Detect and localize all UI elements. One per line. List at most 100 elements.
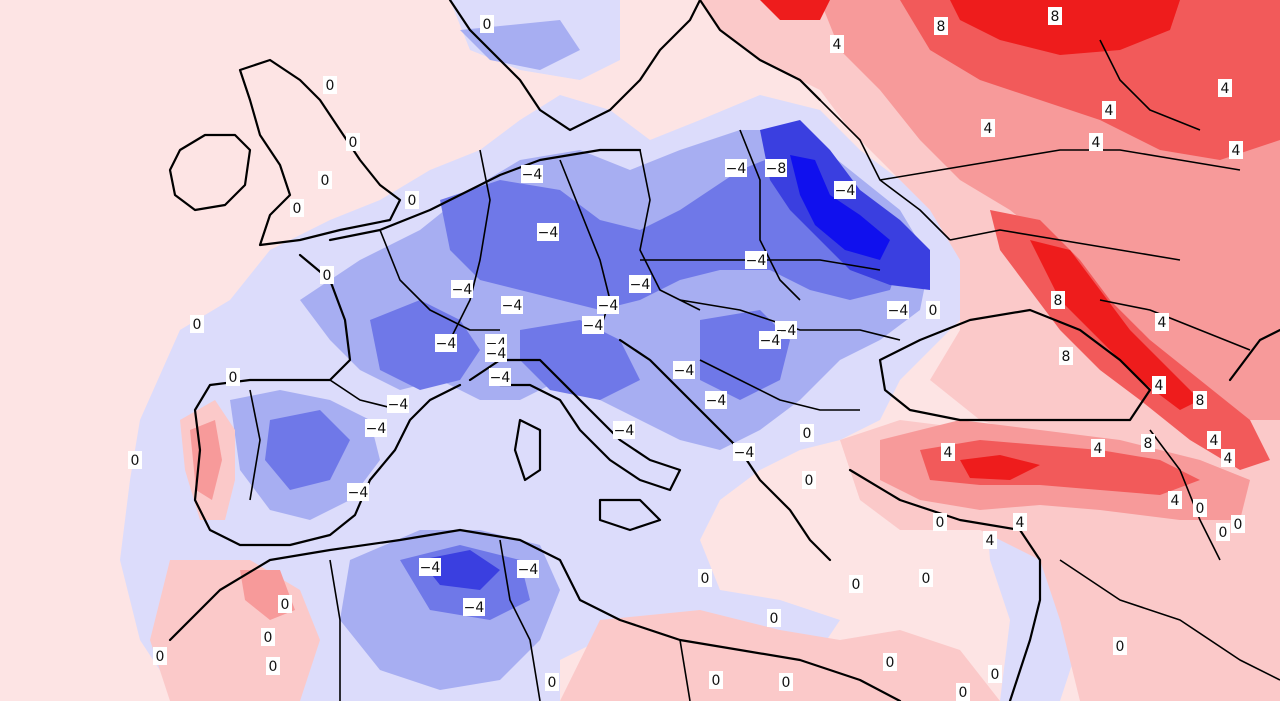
contour-label-text: 0 <box>349 135 358 151</box>
contour-label: −4 <box>365 419 387 437</box>
contour-label-text: −4 <box>420 560 441 576</box>
contour-label-text: 8 <box>1051 9 1060 25</box>
positive-anomaly-field <box>150 0 1280 701</box>
contour-label: 8 <box>1193 391 1207 409</box>
contour-label: 0 <box>698 569 712 587</box>
contour-label: −8 <box>765 159 787 177</box>
contour-label: 0 <box>278 595 292 613</box>
contour-label: 4 <box>1207 431 1221 449</box>
contour-label: 0 <box>988 665 1002 683</box>
contour-label-background <box>405 191 419 209</box>
contour-label-background <box>320 266 334 284</box>
contour-label: 0 <box>226 368 240 386</box>
contour-label-text: 8 <box>1144 436 1153 452</box>
contour-label-background <box>988 665 1002 683</box>
contour-label-text: 4 <box>1221 81 1230 97</box>
contour-label: 0 <box>849 575 863 593</box>
contour-label-background <box>849 575 863 593</box>
contour-label-background <box>419 558 441 576</box>
contour-label-background <box>765 159 787 177</box>
contour-label: −4 <box>489 368 511 386</box>
contour-label-text: 4 <box>1105 103 1114 119</box>
contour-label-text: 4 <box>944 445 953 461</box>
contour-label-background <box>800 424 814 442</box>
contour-label-background <box>725 159 747 177</box>
contour-label: −4 <box>463 598 485 616</box>
contour-label-background <box>582 316 604 334</box>
contour-label: 4 <box>1102 101 1116 119</box>
contour-label-background <box>318 171 332 189</box>
contour-label: 0 <box>779 673 793 691</box>
contour-label: 0 <box>320 266 334 284</box>
contour-label: 0 <box>128 451 142 469</box>
contour-label-background <box>629 275 651 293</box>
contour-label-text: 8 <box>1196 393 1205 409</box>
contour-label-text: 4 <box>1155 378 1164 394</box>
contour-label-text: 0 <box>321 173 330 189</box>
contour-label-background <box>346 133 360 151</box>
contour-label-background <box>779 673 793 691</box>
contour-label: 4 <box>1155 313 1169 331</box>
contour-label: −4 <box>501 296 523 314</box>
contour-label: 0 <box>802 471 816 489</box>
contour-label: −4 <box>582 316 604 334</box>
contour-label-text: −4 <box>348 485 369 501</box>
contour-label: −4 <box>613 421 635 439</box>
contour-label-text: −4 <box>746 253 767 269</box>
contour-label: −4 <box>485 344 507 362</box>
contour-label-background <box>521 165 543 183</box>
contour-label-background <box>1221 449 1235 467</box>
contour-label-background <box>1229 141 1243 159</box>
contour-label: 8 <box>1141 434 1155 452</box>
contour-label-background <box>190 315 204 333</box>
contour-label: 0 <box>709 671 723 689</box>
contour-label: −4 <box>419 558 441 576</box>
contour-label-text: −4 <box>518 562 539 578</box>
contour-label-text: −4 <box>502 298 523 314</box>
contour-label: −4 <box>705 391 727 409</box>
contour-label: −4 <box>725 159 747 177</box>
contour-label: 4 <box>830 35 844 53</box>
contour-label: 0 <box>261 628 275 646</box>
contour-label-background <box>1193 499 1207 517</box>
contour-label-background <box>347 483 369 501</box>
contour-label-text: 0 <box>323 268 332 284</box>
contour-label-background <box>1155 313 1169 331</box>
contour-label-text: −4 <box>598 298 619 314</box>
contour-label-text: 4 <box>1210 433 1219 449</box>
contour-label: 0 <box>323 76 337 94</box>
contour-label-text: 0 <box>269 659 278 675</box>
contour-label-text: 4 <box>1158 315 1167 331</box>
contour-label-background <box>759 331 781 349</box>
contour-label: 4 <box>1168 491 1182 509</box>
contour-label-text: −4 <box>706 393 727 409</box>
contour-label-background <box>226 368 240 386</box>
contour-label-background <box>745 251 767 269</box>
contour-label-background <box>1102 101 1116 119</box>
contour-label-text: 4 <box>1171 493 1180 509</box>
contour-label-text: −4 <box>388 397 409 413</box>
contour-label-background <box>956 683 970 701</box>
contour-label-background <box>802 471 816 489</box>
contour-label-text: 4 <box>986 533 995 549</box>
contour-label-text: −4 <box>366 421 387 437</box>
contour-label-background <box>128 451 142 469</box>
contour-label-background <box>1059 347 1073 365</box>
contour-label-text: −4 <box>835 183 856 199</box>
contour-label-text: 0 <box>936 515 945 531</box>
contour-label: −4 <box>347 483 369 501</box>
contour-label-text: −4 <box>760 333 781 349</box>
contour-label: 4 <box>983 531 997 549</box>
contour-label-background <box>266 657 280 675</box>
coastlines <box>168 0 1280 701</box>
contour-label-text: −4 <box>538 225 559 241</box>
contour-label: 0 <box>933 513 947 531</box>
contour-label: 8 <box>1048 7 1062 25</box>
contour-label: −4 <box>387 395 409 413</box>
contour-label-background <box>261 628 275 646</box>
contour-label-background <box>709 671 723 689</box>
contour-label: 0 <box>767 609 781 627</box>
contour-label: 4 <box>1229 141 1243 159</box>
contour-label-background <box>1048 7 1062 25</box>
contour-label-background <box>1091 439 1105 457</box>
